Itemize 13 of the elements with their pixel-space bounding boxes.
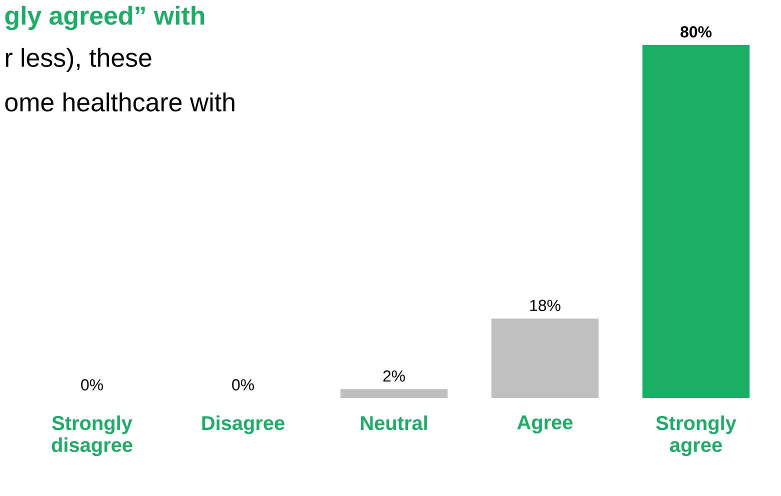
x-tick-label: Strongly agree bbox=[656, 416, 736, 456]
x-tick-label: Disagree bbox=[202, 416, 284, 434]
x-tick-label: Agree bbox=[517, 416, 573, 434]
data-label: 2% bbox=[383, 370, 405, 382]
annotation: r less), these bbox=[6, 48, 152, 72]
annotation: ome healthcare with bbox=[5, 92, 234, 112]
text: gly agreed” with bbox=[5, 6, 204, 30]
x-tick-label: Strongly disagree bbox=[52, 416, 132, 456]
data-label: 0% bbox=[81, 379, 103, 390]
x-tick-label: Neutral bbox=[361, 416, 427, 430]
data-label: 80% bbox=[680, 26, 712, 38]
data-label: 0% bbox=[232, 379, 254, 390]
data-label: 18% bbox=[530, 300, 560, 312]
